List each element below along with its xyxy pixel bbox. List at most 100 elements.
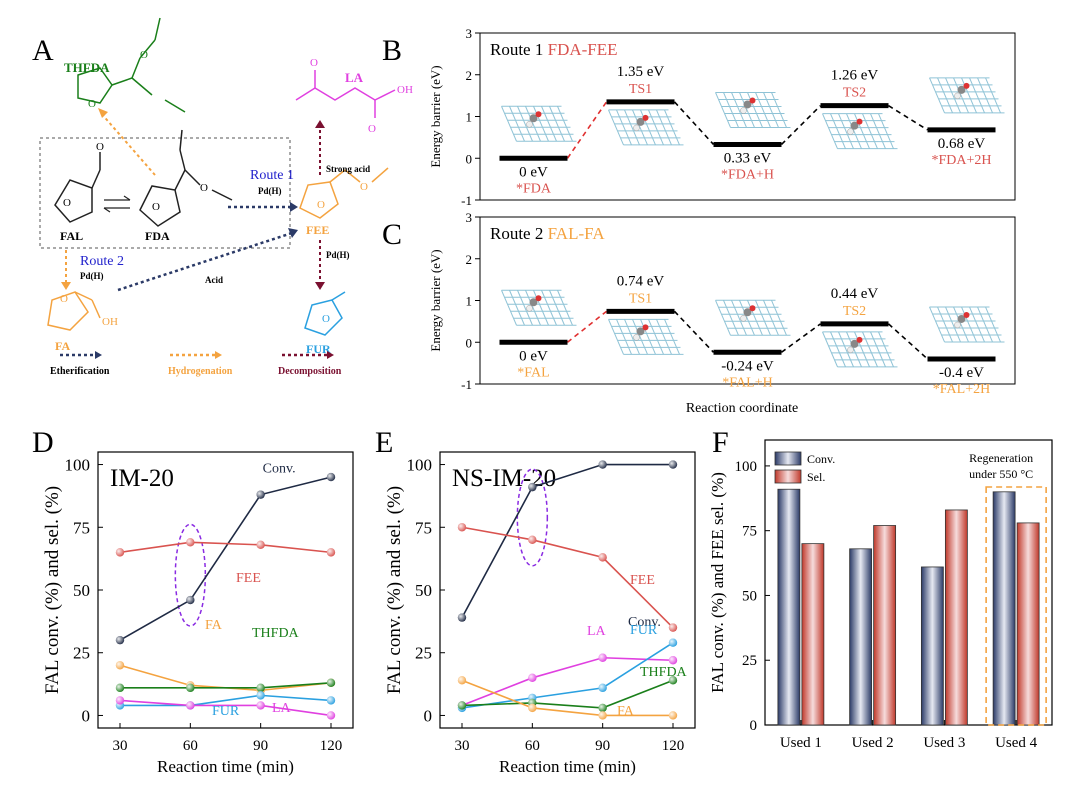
fee-ether-o: O bbox=[360, 181, 368, 193]
y-tick-label: 3 bbox=[466, 26, 473, 41]
y-axis-label: FAL conv. (%) and sel. (%) bbox=[384, 486, 405, 694]
connector-line bbox=[887, 323, 929, 360]
data-point-shine bbox=[668, 460, 678, 469]
adsorbate-hydrogen bbox=[954, 92, 961, 100]
y-axis-label: FAL conv. (%) and sel. (%) bbox=[42, 486, 63, 694]
energy-value-label: 0 eV bbox=[519, 348, 548, 364]
energy-value-label: 0.33 eV bbox=[724, 150, 772, 166]
series-label: FEE bbox=[236, 571, 261, 586]
thfda-molecule bbox=[77, 17, 186, 113]
fee-molecule bbox=[299, 167, 389, 219]
x-tick-label: 90 bbox=[253, 738, 268, 754]
fa-molecule bbox=[47, 291, 101, 331]
data-point-shine bbox=[115, 661, 125, 670]
surface-col bbox=[953, 77, 969, 114]
adsorbate-atom bbox=[850, 121, 859, 130]
data-point-shine bbox=[186, 595, 195, 605]
y-tick-label: 1 bbox=[466, 294, 473, 309]
data-point-shine bbox=[598, 711, 607, 720]
surface-col bbox=[648, 319, 664, 355]
adsorbate-hydrogen bbox=[954, 321, 961, 329]
adsorbate-atom bbox=[529, 114, 538, 123]
route1-label: Route 1 bbox=[250, 168, 294, 183]
y-tick-label: 75 bbox=[742, 524, 757, 540]
panel-d-line-chart: 0 25 50 75 100 30 60 90 120 Reaction time (min) FA… bbox=[42, 451, 354, 776]
series-line-thfda bbox=[461, 679, 674, 709]
y-tick-label: 100 bbox=[65, 456, 91, 475]
x-tick-label: 30 bbox=[455, 738, 470, 754]
adsorbate-atom bbox=[957, 314, 966, 323]
state-label: *FDA+2H bbox=[931, 153, 991, 168]
surface-col bbox=[624, 319, 640, 355]
surface-col bbox=[723, 300, 739, 336]
acid-label: Acid bbox=[205, 275, 223, 285]
series-line-conv bbox=[461, 463, 673, 618]
data-point-shine bbox=[598, 553, 607, 562]
y-tick-label: 0 bbox=[466, 335, 473, 350]
legend-hydrogenation: Hydrogenation bbox=[168, 366, 233, 377]
surface-col bbox=[656, 109, 672, 146]
surface-col bbox=[525, 290, 541, 326]
adsorbate-oxygen bbox=[963, 311, 970, 318]
panel-c-energy-profile: -1 0 1 2 3 Energy barrier (eV) Route 2 FAL-FA 0… bbox=[428, 210, 1016, 397]
data-point-shine bbox=[326, 711, 336, 720]
adsorbate-hydrogen bbox=[526, 121, 533, 128]
la-molecule bbox=[295, 70, 396, 118]
bar-sel bbox=[944, 509, 968, 726]
series-line-fee bbox=[461, 526, 674, 629]
surface-model bbox=[608, 318, 684, 355]
surface-col bbox=[878, 113, 894, 149]
data-point-shine bbox=[668, 676, 678, 685]
data-point-shine bbox=[186, 683, 195, 693]
series-line-fur bbox=[461, 642, 674, 709]
adsorbate-oxygen bbox=[856, 118, 863, 125]
surface-col bbox=[557, 290, 573, 326]
state-label: *FDA+H bbox=[721, 167, 774, 182]
energy-value-label: -0.24 eV bbox=[721, 358, 774, 374]
data-point-shine bbox=[186, 538, 195, 547]
chart-title: NS-IM-20 bbox=[452, 465, 556, 492]
arrow-head-thfda bbox=[98, 108, 108, 118]
energy-value-label: 0.44 eV bbox=[831, 286, 879, 302]
panel-e-letter: E bbox=[375, 426, 393, 459]
chart-title: Route 2 FAL-FA bbox=[490, 224, 605, 243]
regeneration-box bbox=[985, 486, 1047, 726]
data-point-shine bbox=[115, 683, 125, 693]
energy-value-label: 0.74 eV bbox=[617, 273, 665, 289]
legend-decomposition: Decomposition bbox=[278, 366, 342, 377]
surface-col bbox=[739, 300, 755, 336]
series-line-thfda bbox=[120, 682, 332, 689]
adsorbate-oxygen bbox=[749, 97, 756, 104]
x-tick-label: 120 bbox=[320, 738, 343, 754]
surface-col bbox=[640, 319, 656, 355]
state-label: TS2 bbox=[843, 86, 866, 101]
scheme-legend: Etherification Hydrogenation Decompositi… bbox=[50, 351, 342, 377]
surface-col bbox=[656, 319, 672, 355]
panel-d-letter: D bbox=[32, 426, 54, 459]
data-point-shine bbox=[115, 548, 125, 557]
data-point-shine bbox=[457, 701, 467, 710]
series-label: FUR bbox=[630, 623, 658, 638]
arrow-head-fee bbox=[288, 228, 298, 238]
arrow-head-la bbox=[315, 120, 325, 128]
panel-f-bar-chart: 0 25 50 75 100 FAL conv. (%) and FEE sel. (%)… bbox=[708, 439, 1053, 751]
series-label: THFDA bbox=[252, 626, 300, 641]
bar-conv bbox=[920, 566, 944, 726]
adsorbate-atom bbox=[636, 117, 645, 126]
surface-col bbox=[640, 109, 656, 146]
chart-title: IM-20 bbox=[110, 465, 174, 492]
x-tick-label: 60 bbox=[525, 738, 540, 754]
series-label: FUR bbox=[212, 704, 240, 719]
surface-model bbox=[822, 113, 898, 150]
surface-col bbox=[862, 331, 878, 368]
x-tick-label: Used 4 bbox=[995, 735, 1038, 751]
data-point-shine bbox=[598, 653, 607, 662]
adsorbate-oxygen bbox=[642, 114, 649, 121]
surface-col bbox=[838, 331, 854, 368]
y-tick-label: 1 bbox=[466, 110, 473, 125]
surface-model bbox=[501, 289, 577, 326]
y-tick-label: 100 bbox=[407, 456, 433, 475]
la-carbonyl-o: O bbox=[310, 57, 318, 69]
series-label: Conv. bbox=[263, 462, 296, 477]
